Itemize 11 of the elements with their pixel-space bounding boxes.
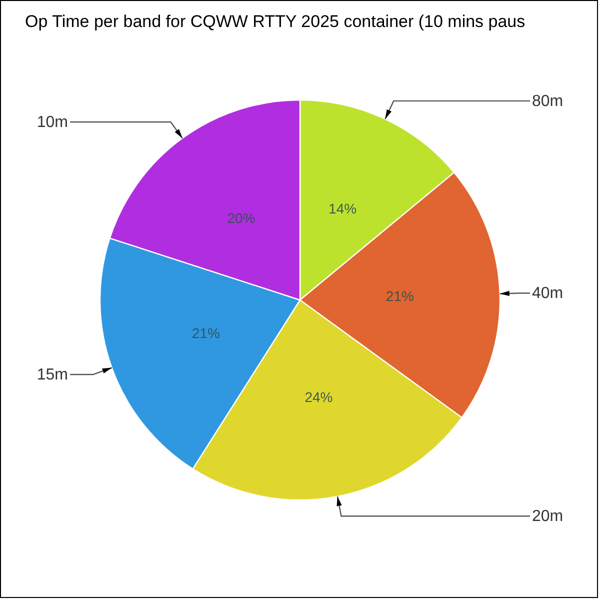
- slice-label: 40m: [532, 285, 564, 302]
- data-label: 21%: [386, 288, 414, 304]
- data-label: 24%: [304, 389, 333, 406]
- data-label: 21%: [192, 324, 220, 341]
- slice-label: 20m: [532, 508, 564, 526]
- slice-label: 80m: [532, 92, 564, 110]
- data-label: 14%: [328, 200, 357, 217]
- data-label: 20%: [227, 210, 256, 226]
- slice-label: 15m: [36, 366, 68, 384]
- slice-label: 10m: [36, 114, 68, 132]
- chart-title: Op Time per band for CQWW RTTY 2025 container (10 mins paus: [25, 12, 526, 31]
